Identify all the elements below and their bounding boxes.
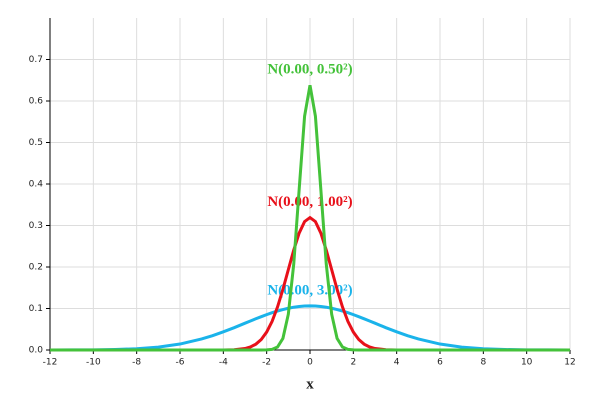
x-tick-label: 6	[437, 358, 443, 368]
y-tick-label: 0.5	[29, 138, 43, 148]
series-line	[49, 304, 571, 352]
series-label: N(0.00, 1.00²)	[267, 194, 352, 210]
x-tick-label: 8	[480, 358, 486, 368]
x-tick-label: -8	[132, 358, 141, 368]
x-tick-label: 4	[394, 358, 400, 368]
y-tick-label: 0.7	[29, 55, 43, 65]
x-tick-label: -10	[86, 358, 101, 368]
y-tick-label: 0.2	[29, 263, 43, 273]
x-tick-label: 2	[350, 358, 356, 368]
x-tick-label: 0	[307, 358, 313, 368]
x-tick-label: -6	[176, 358, 185, 368]
x-tick-label: 10	[521, 358, 533, 368]
x-tick-label: -2	[262, 358, 271, 368]
x-tick-label: -12	[43, 358, 58, 368]
x-tick-label: -4	[219, 358, 228, 368]
y-tick-label: 0.4	[29, 180, 44, 190]
x-axis-label: x	[306, 376, 314, 392]
x-tick-label: 12	[564, 358, 575, 368]
y-tick-label: 0.1	[29, 304, 43, 314]
y-tick-label: 0.6	[29, 97, 44, 107]
series-label: N(0.00, 3.00²)	[267, 282, 352, 298]
y-tick-label: 0.3	[29, 221, 43, 231]
series-line	[50, 84, 570, 352]
series-label: N(0.00, 0.50²)	[267, 62, 352, 78]
y-tick-label: 0.0	[29, 346, 44, 356]
